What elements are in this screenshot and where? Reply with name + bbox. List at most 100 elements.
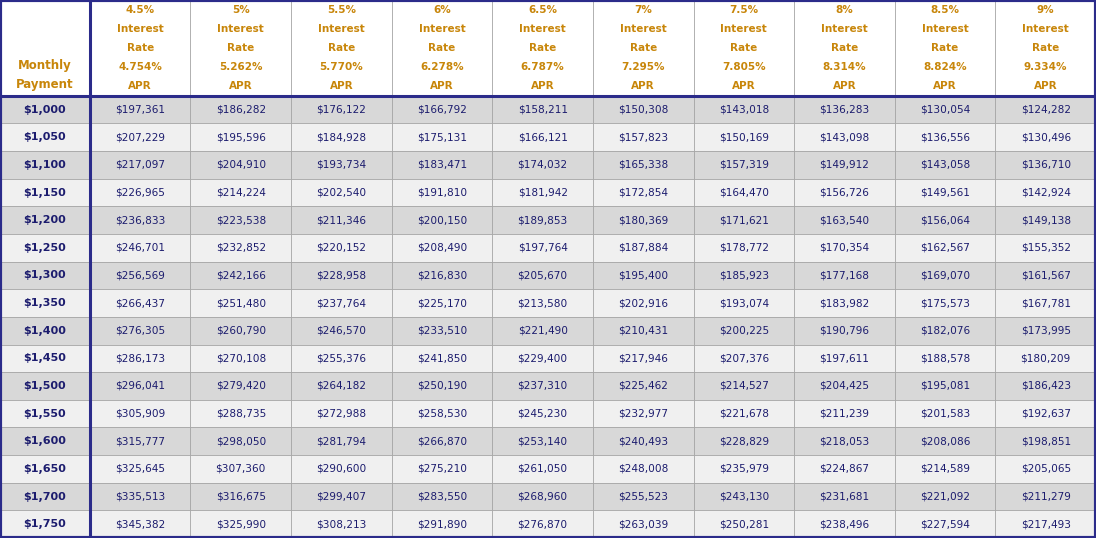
Text: $156,064: $156,064: [920, 215, 970, 225]
Text: $157,823: $157,823: [618, 132, 669, 142]
Text: $150,308: $150,308: [618, 104, 669, 115]
Bar: [292, 0, 391, 96]
Bar: [593, 400, 694, 427]
Text: Rate: Rate: [831, 43, 858, 53]
Text: APR: APR: [530, 81, 555, 91]
Text: $208,490: $208,490: [416, 243, 467, 253]
Bar: [90, 372, 191, 400]
Bar: [492, 0, 593, 96]
Text: $1,750: $1,750: [23, 519, 67, 529]
Text: 7.295%: 7.295%: [621, 62, 665, 72]
Text: 9.334%: 9.334%: [1024, 62, 1068, 72]
Bar: [391, 400, 492, 427]
Bar: [292, 511, 391, 538]
Text: $197,611: $197,611: [820, 353, 869, 363]
Bar: [492, 511, 593, 538]
Bar: [292, 206, 391, 234]
Text: $170,354: $170,354: [820, 243, 869, 253]
Bar: [0, 317, 90, 344]
Bar: [694, 151, 795, 179]
Text: $171,621: $171,621: [719, 215, 768, 225]
Text: $228,958: $228,958: [317, 271, 366, 280]
Text: $214,589: $214,589: [920, 464, 970, 474]
Text: Monthly: Monthly: [18, 59, 72, 72]
Bar: [292, 289, 391, 317]
Text: 6%: 6%: [433, 5, 450, 15]
Bar: [593, 123, 694, 151]
Bar: [995, 234, 1096, 261]
Text: $325,990: $325,990: [216, 519, 266, 529]
Bar: [795, 123, 894, 151]
Bar: [995, 427, 1096, 455]
Bar: [492, 261, 593, 289]
Text: $163,540: $163,540: [820, 215, 869, 225]
Text: $240,493: $240,493: [618, 436, 669, 446]
Bar: [191, 0, 292, 96]
Text: Rate: Rate: [730, 43, 757, 53]
Text: $279,420: $279,420: [216, 381, 266, 391]
Text: $235,979: $235,979: [719, 464, 769, 474]
Bar: [593, 427, 694, 455]
Bar: [593, 317, 694, 344]
Text: 8.314%: 8.314%: [823, 62, 866, 72]
Bar: [694, 483, 795, 511]
Text: $1,700: $1,700: [23, 492, 67, 501]
Text: $180,369: $180,369: [618, 215, 669, 225]
Text: $182,076: $182,076: [920, 325, 970, 336]
Text: $296,041: $296,041: [115, 381, 165, 391]
Text: 5.5%: 5.5%: [327, 5, 356, 15]
Text: $228,829: $228,829: [719, 436, 769, 446]
Bar: [0, 344, 90, 372]
Text: $272,988: $272,988: [317, 409, 366, 419]
Text: $298,050: $298,050: [216, 436, 266, 446]
Bar: [0, 179, 90, 206]
Text: $276,305: $276,305: [115, 325, 165, 336]
Bar: [492, 372, 593, 400]
Bar: [391, 123, 492, 151]
Text: $185,923: $185,923: [719, 271, 769, 280]
Text: $149,561: $149,561: [921, 188, 970, 197]
Text: 6.5%: 6.5%: [528, 5, 557, 15]
Text: $172,854: $172,854: [618, 188, 669, 197]
Bar: [0, 455, 90, 483]
Bar: [292, 427, 391, 455]
Text: $202,916: $202,916: [618, 298, 669, 308]
Bar: [795, 0, 894, 96]
Text: Rate: Rate: [1032, 43, 1060, 53]
Text: $195,400: $195,400: [618, 271, 669, 280]
Bar: [492, 344, 593, 372]
Bar: [694, 511, 795, 538]
Text: $276,870: $276,870: [517, 519, 568, 529]
Text: APR: APR: [431, 81, 454, 91]
Bar: [995, 455, 1096, 483]
Bar: [191, 206, 292, 234]
Bar: [492, 400, 593, 427]
Text: Rate: Rate: [126, 43, 153, 53]
Bar: [292, 483, 391, 511]
Text: $307,360: $307,360: [216, 464, 266, 474]
Bar: [191, 455, 292, 483]
Text: $205,065: $205,065: [1020, 464, 1071, 474]
Text: $167,781: $167,781: [1020, 298, 1071, 308]
Text: $211,346: $211,346: [317, 215, 366, 225]
Text: $223,538: $223,538: [216, 215, 266, 225]
Bar: [90, 151, 191, 179]
Bar: [894, 372, 995, 400]
Text: Payment: Payment: [16, 78, 73, 91]
Text: $193,074: $193,074: [719, 298, 769, 308]
Text: $195,596: $195,596: [216, 132, 265, 142]
Text: Interest: Interest: [217, 24, 264, 34]
Text: 7%: 7%: [635, 5, 652, 15]
Bar: [0, 123, 90, 151]
Text: $174,032: $174,032: [517, 160, 568, 170]
Bar: [492, 206, 593, 234]
Text: $290,600: $290,600: [317, 464, 366, 474]
Bar: [593, 455, 694, 483]
Bar: [391, 261, 492, 289]
Bar: [995, 483, 1096, 511]
Text: $175,131: $175,131: [416, 132, 467, 142]
Text: $315,777: $315,777: [115, 436, 165, 446]
Bar: [0, 206, 90, 234]
Text: $183,471: $183,471: [416, 160, 467, 170]
Text: 6.787%: 6.787%: [521, 62, 564, 72]
